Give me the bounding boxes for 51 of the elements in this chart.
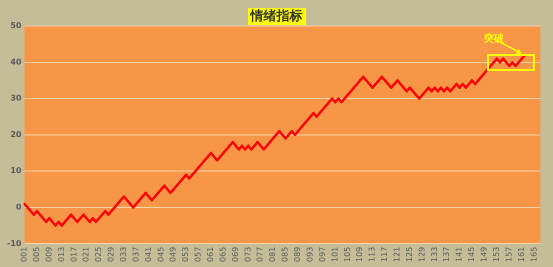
x-tick-label: 109 xyxy=(355,246,364,262)
x-tick-label: 157 xyxy=(504,246,514,262)
x-tick-label: 153 xyxy=(492,246,501,262)
x-tick-label: 165 xyxy=(529,246,538,262)
x-tick-label: 037 xyxy=(131,246,140,262)
annotation: 突破 xyxy=(482,32,505,44)
x-tick-label: 073 xyxy=(243,246,252,262)
x-tick-label: 141 xyxy=(454,246,464,262)
x-tick-label: 093 xyxy=(305,246,314,262)
y-tick-label: 20 xyxy=(10,130,22,139)
x-tick-label: 125 xyxy=(404,246,414,262)
y-tick-label: 30 xyxy=(10,94,22,103)
x-tick-label: 129 xyxy=(417,246,426,262)
x-tick-label: 041 xyxy=(144,246,153,262)
x-tick-label: 101 xyxy=(330,246,340,262)
chart-title: 情绪指标 xyxy=(248,8,306,25)
x-tick-label: 077 xyxy=(256,246,265,262)
x-tick-label: 017 xyxy=(69,246,78,262)
x-tick-label: 069 xyxy=(230,246,240,262)
x-tick-label: 097 xyxy=(318,246,327,262)
x-tick-label: 149 xyxy=(480,246,489,262)
x-tick-label: 133 xyxy=(430,246,439,262)
x-tick-label: 001 xyxy=(20,246,29,262)
x-tick-label: 161 xyxy=(516,246,526,262)
x-tick-label: 009 xyxy=(44,246,54,262)
x-tick-label: 029 xyxy=(106,246,116,262)
x-tick-label: 105 xyxy=(342,246,352,262)
x-tick-label: 053 xyxy=(181,246,190,262)
x-tick-label: 081 xyxy=(268,246,278,262)
x-tick-label: 033 xyxy=(118,246,128,262)
x-tick-label: 049 xyxy=(168,246,178,262)
y-tick-label: 40 xyxy=(10,57,22,66)
x-tick-label: 089 xyxy=(293,246,302,262)
x-tick-label: 137 xyxy=(442,246,452,262)
x-tick-label: 057 xyxy=(194,246,203,262)
x-tick-label: 005 xyxy=(32,246,41,262)
x-tick-label: 121 xyxy=(392,246,402,262)
x-tick-label: 145 xyxy=(467,246,476,262)
x-tick-label: 113 xyxy=(368,246,377,262)
y-tick-label: 50 xyxy=(10,21,22,30)
x-tick-label: 061 xyxy=(206,246,216,262)
y-tick-label: 0 xyxy=(16,202,22,212)
x-tick-label: 117 xyxy=(380,246,390,262)
x-tick-label: 085 xyxy=(280,246,290,262)
y-tick-label: 10 xyxy=(10,166,22,176)
x-tick-label: 045 xyxy=(156,246,166,262)
x-tick-label: 025 xyxy=(94,246,104,262)
y-tick-label: -10 xyxy=(7,238,22,248)
x-tick-label: 013 xyxy=(56,246,66,262)
x-tick-label: 065 xyxy=(218,246,228,262)
x-tick-label: 021 xyxy=(82,246,91,262)
